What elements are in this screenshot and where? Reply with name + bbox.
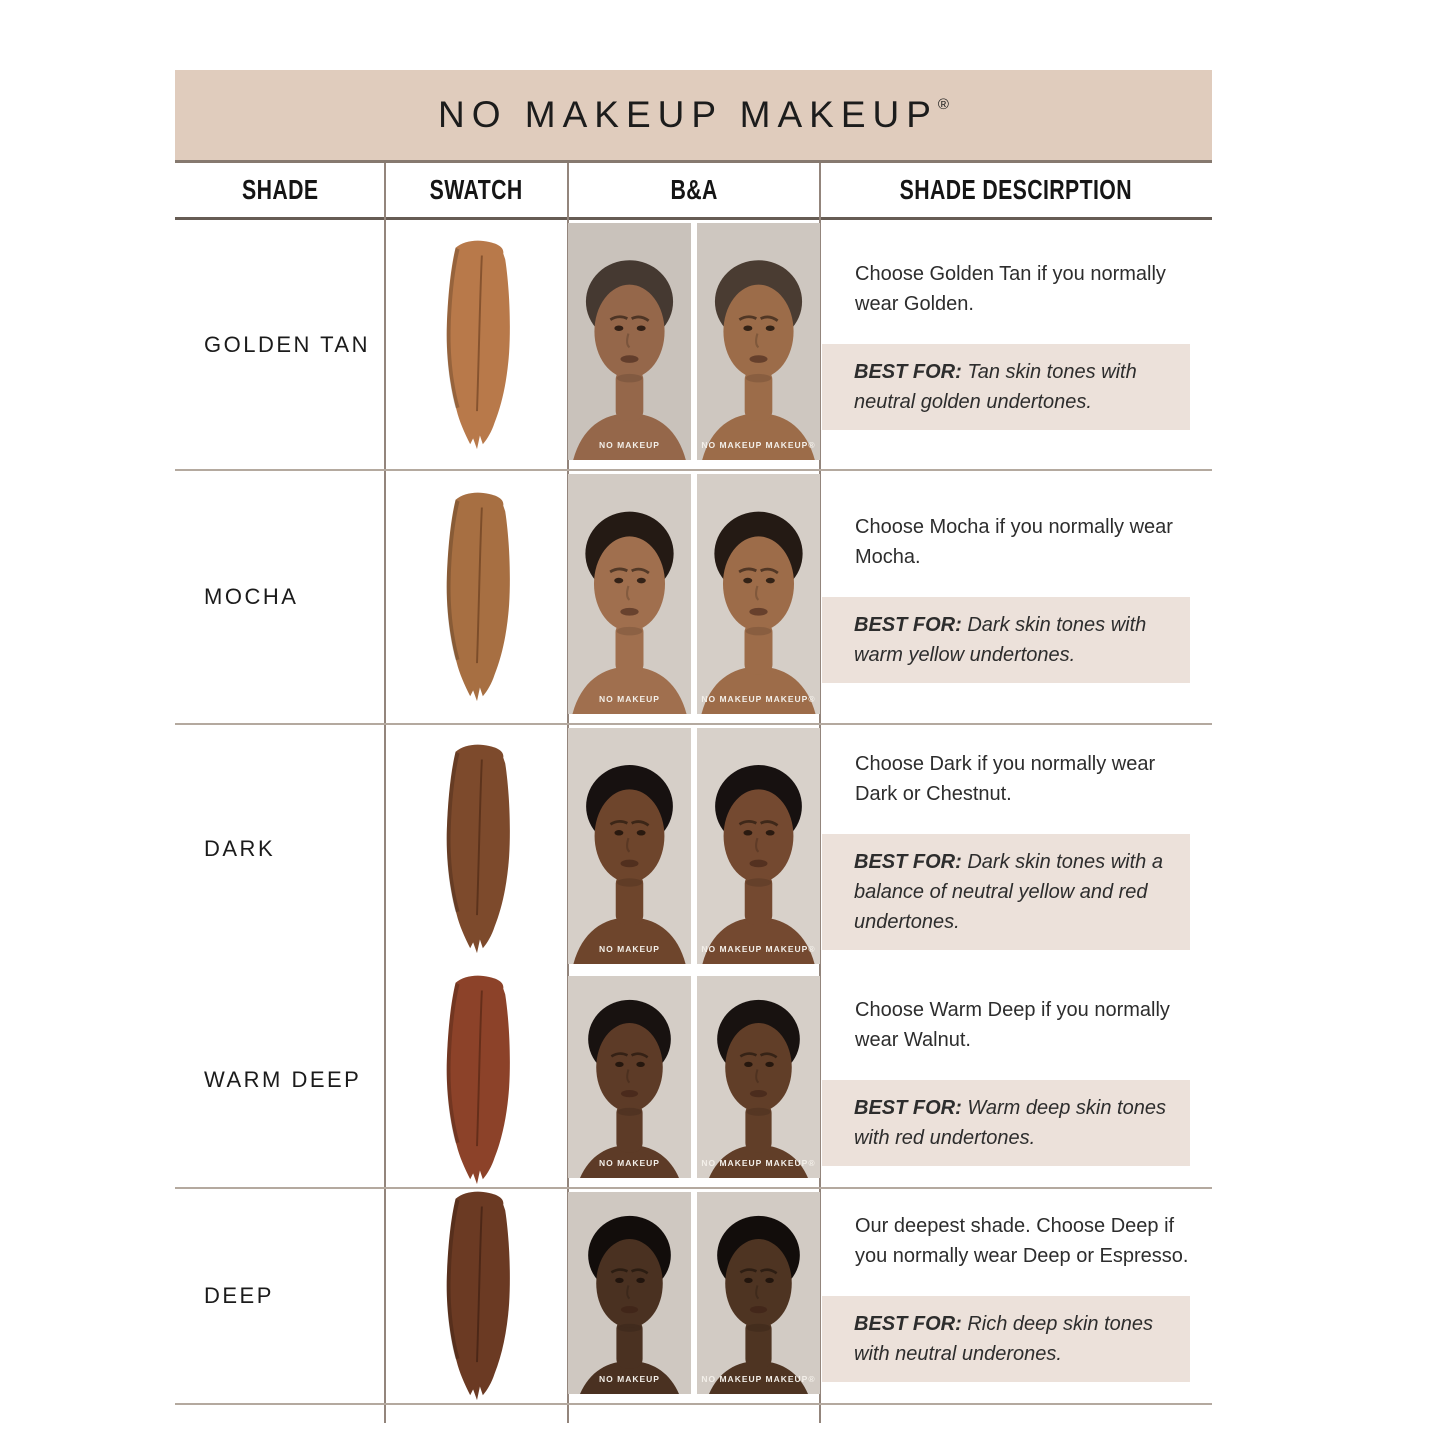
brand-title: NO MAKEUP MAKEUP® bbox=[438, 94, 949, 136]
after-photo: NO MAKEUP MAKEUP® bbox=[697, 474, 820, 714]
before-photo: NO MAKEUP bbox=[568, 223, 691, 460]
shade-description-cell: Our deepest shade. Choose Deep if you no… bbox=[820, 1189, 1212, 1403]
portrait-illustration bbox=[568, 1192, 691, 1394]
foundation-swatch-smear bbox=[446, 1191, 510, 1401]
before-after-cell: NO MAKEUP NO MAKEUP MAKEUP® bbox=[568, 973, 820, 1187]
shade-description-cell: Choose Warm Deep if you normally wear Wa… bbox=[820, 973, 1212, 1187]
photo-caption-after: NO MAKEUP MAKEUP® bbox=[701, 1374, 816, 1384]
shade-name: MOCHA bbox=[204, 584, 299, 609]
portrait-illustration bbox=[568, 976, 691, 1178]
swatch-cell bbox=[385, 973, 568, 1187]
after-photo: NO MAKEUP MAKEUP® bbox=[697, 976, 820, 1178]
photo-caption-after: NO MAKEUP MAKEUP® bbox=[701, 440, 816, 450]
photo-caption-after: NO MAKEUP MAKEUP® bbox=[701, 694, 816, 704]
portrait-illustration bbox=[697, 223, 820, 460]
table-row: WARM DEEP bbox=[175, 973, 1212, 1189]
best-for-label: BEST FOR: bbox=[854, 613, 962, 636]
after-photo: NO MAKEUP MAKEUP® bbox=[697, 223, 820, 460]
foundation-swatch-smear bbox=[446, 492, 510, 702]
best-for-label: BEST FOR: bbox=[854, 1312, 962, 1335]
swatch-cell bbox=[385, 725, 568, 973]
registered-trademark-mark: ® bbox=[937, 96, 949, 113]
shade-name: DEEP bbox=[204, 1283, 274, 1308]
after-photo: NO MAKEUP MAKEUP® bbox=[697, 728, 820, 964]
header-band: NO MAKEUP MAKEUP® bbox=[175, 70, 1212, 163]
brand-title-text: NO MAKEUP MAKEUP bbox=[438, 94, 938, 135]
photo-caption-after: NO MAKEUP MAKEUP® bbox=[701, 1158, 816, 1168]
column-divider bbox=[819, 163, 821, 1423]
table-header-row: SHADE SWATCH B&A SHADE DESCIRPTION bbox=[175, 163, 1212, 220]
best-for-text: Rich deep skin tones with neutral undero… bbox=[854, 1312, 1154, 1365]
before-after-cell: NO MAKEUP NO MAKEUP MAKEUP® bbox=[568, 725, 820, 973]
best-for-callout: BEST FOR: Dark skin tones with warm yell… bbox=[822, 596, 1190, 683]
portrait-illustration bbox=[697, 474, 820, 714]
before-photo: NO MAKEUP bbox=[568, 1192, 691, 1394]
portrait-illustration bbox=[568, 728, 691, 964]
shade-description: Our deepest shade. Choose Deep if you no… bbox=[855, 1214, 1189, 1267]
photo-caption-before: NO MAKEUP bbox=[599, 440, 660, 450]
best-for-text: Dark skin tones with a balance of neutra… bbox=[854, 850, 1163, 933]
best-for-label: BEST FOR: bbox=[854, 1096, 962, 1119]
portrait-illustration bbox=[697, 976, 820, 1178]
shade-description-cell: Choose Mocha if you normally wear Mocha.… bbox=[820, 471, 1212, 723]
portrait-illustration bbox=[568, 223, 691, 460]
swatch-cell bbox=[385, 220, 568, 469]
before-after-cell: NO MAKEUP NO MAKEUP MAKEUP® bbox=[568, 1189, 820, 1403]
before-photo: NO MAKEUP bbox=[568, 728, 691, 964]
photo-caption-before: NO MAKEUP bbox=[599, 1374, 660, 1384]
foundation-swatch-smear bbox=[446, 240, 510, 449]
after-photo: NO MAKEUP MAKEUP® bbox=[697, 1192, 820, 1394]
column-header-shade: SHADE bbox=[241, 174, 319, 205]
column-header-before-after: B&A bbox=[670, 174, 718, 205]
foundation-swatch-smear bbox=[446, 975, 510, 1185]
best-for-callout: BEST FOR: Warm deep skin tones with red … bbox=[822, 1079, 1190, 1166]
shade-name: DARK bbox=[204, 836, 276, 861]
portrait-illustration bbox=[568, 474, 691, 714]
best-for-label: BEST FOR: bbox=[854, 361, 962, 383]
shade-name: GOLDEN TAN bbox=[204, 331, 370, 357]
best-for-label: BEST FOR: bbox=[854, 850, 962, 873]
shade-description: Choose Golden Tan if you normally wear G… bbox=[855, 263, 1166, 315]
shade-description: Choose Dark if you normally wear Dark or… bbox=[855, 752, 1156, 805]
shade-description-cell: Choose Golden Tan if you normally wear G… bbox=[820, 220, 1212, 469]
foundation-swatch-smear bbox=[446, 744, 510, 954]
best-for-text: Warm deep skin tones with red undertones… bbox=[854, 1096, 1166, 1149]
photo-caption-before: NO MAKEUP bbox=[599, 694, 660, 704]
photo-caption-before: NO MAKEUP bbox=[599, 1158, 660, 1168]
portrait-illustration bbox=[697, 728, 820, 964]
before-photo: NO MAKEUP bbox=[568, 976, 691, 1178]
photo-caption-after: NO MAKEUP MAKEUP® bbox=[701, 944, 816, 954]
column-header-swatch: SWATCH bbox=[430, 174, 523, 205]
table-row: DEEP bbox=[175, 1189, 1212, 1405]
shade-description: Choose Mocha if you normally wear Mocha. bbox=[855, 515, 1173, 568]
before-after-cell: NO MAKEUP NO MAKEUP MAKEUP® bbox=[568, 220, 820, 469]
shade-description-cell: Choose Dark if you normally wear Dark or… bbox=[820, 725, 1212, 973]
best-for-callout: BEST FOR: Tan skin tones with neutral go… bbox=[822, 344, 1190, 430]
table-row: MOCHA bbox=[175, 471, 1212, 725]
table-row: GOLDEN TAN bbox=[175, 220, 1212, 471]
best-for-callout: BEST FOR: Dark skin tones with a balance… bbox=[822, 833, 1190, 950]
chart-content: NO MAKEUP MAKEUP® SHADE SWATCH B&A SHADE… bbox=[175, 70, 1212, 1423]
best-for-callout: BEST FOR: Rich deep skin tones with neut… bbox=[822, 1295, 1190, 1382]
column-divider bbox=[384, 163, 386, 1423]
best-for-text: Dark skin tones with warm yellow underto… bbox=[854, 613, 1147, 666]
photo-caption-before: NO MAKEUP bbox=[599, 944, 660, 954]
before-after-cell: NO MAKEUP NO MAKEUP MAKEUP® bbox=[568, 471, 820, 723]
swatch-cell bbox=[385, 471, 568, 723]
table-row: DARK bbox=[175, 725, 1212, 973]
before-photo: NO MAKEUP bbox=[568, 474, 691, 714]
shade-description: Choose Warm Deep if you normally wear Wa… bbox=[855, 998, 1170, 1051]
best-for-text: Tan skin tones with neutral golden under… bbox=[854, 361, 1137, 413]
portrait-illustration bbox=[697, 1192, 820, 1394]
shade-name: WARM DEEP bbox=[204, 1067, 362, 1092]
swatch-cell bbox=[385, 1189, 568, 1403]
column-header-shade-description: SHADE DESCIRPTION bbox=[899, 174, 1133, 205]
